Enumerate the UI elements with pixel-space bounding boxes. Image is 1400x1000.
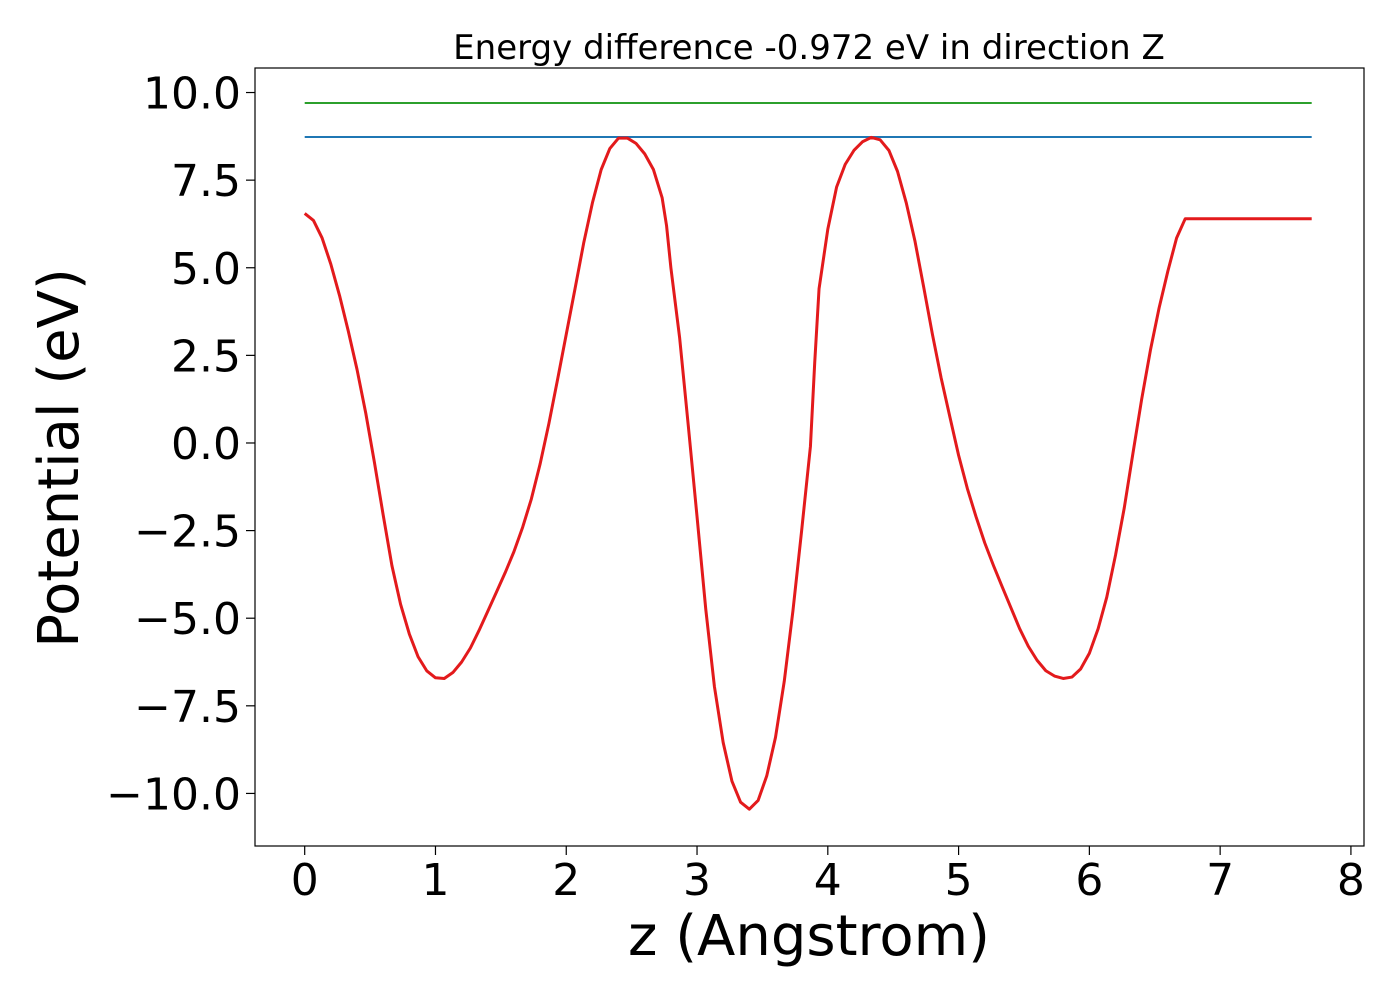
y-axis-ticks: 10.0 7.5 5.0 2.5 0.0 −2.5 −5.0 −7.5 −10.0: [106, 69, 255, 820]
x-axis-ticks: 0 1 2 3 4 5 6 7 8: [291, 846, 1365, 906]
series-line-2: [303, 135, 1312, 811]
y-tick-label: 5.0: [171, 244, 241, 295]
chart-title: Energy difference -0.972 eV in direction…: [453, 28, 1165, 68]
plot-frame: [254, 67, 1365, 847]
plot-lines: [303, 102, 1312, 811]
x-tick-label: 0: [291, 855, 319, 906]
y-axis-label: Potential (eV): [27, 268, 92, 648]
x-axis-label: z (Angstrom): [628, 904, 990, 969]
y-tick-label: −7.5: [134, 682, 241, 733]
y-tick-label: 2.5: [171, 331, 241, 382]
y-tick-label: −10.0: [106, 769, 241, 820]
x-tick-label: 3: [683, 855, 711, 906]
x-tick-label: 7: [1206, 855, 1234, 906]
x-tick-label: 4: [814, 855, 842, 906]
y-tick-label: −2.5: [134, 507, 241, 558]
x-tick-label: 8: [1337, 855, 1365, 906]
y-tick-label: 0.0: [171, 419, 241, 470]
x-tick-label: 1: [421, 855, 449, 906]
x-tick-label: 2: [552, 855, 580, 906]
x-tick-label: 5: [945, 855, 973, 906]
y-tick-label: 7.5: [171, 156, 241, 207]
y-tick-label: −5.0: [134, 594, 241, 645]
y-tick-label: 10.0: [143, 69, 241, 120]
x-tick-label: 6: [1075, 855, 1103, 906]
